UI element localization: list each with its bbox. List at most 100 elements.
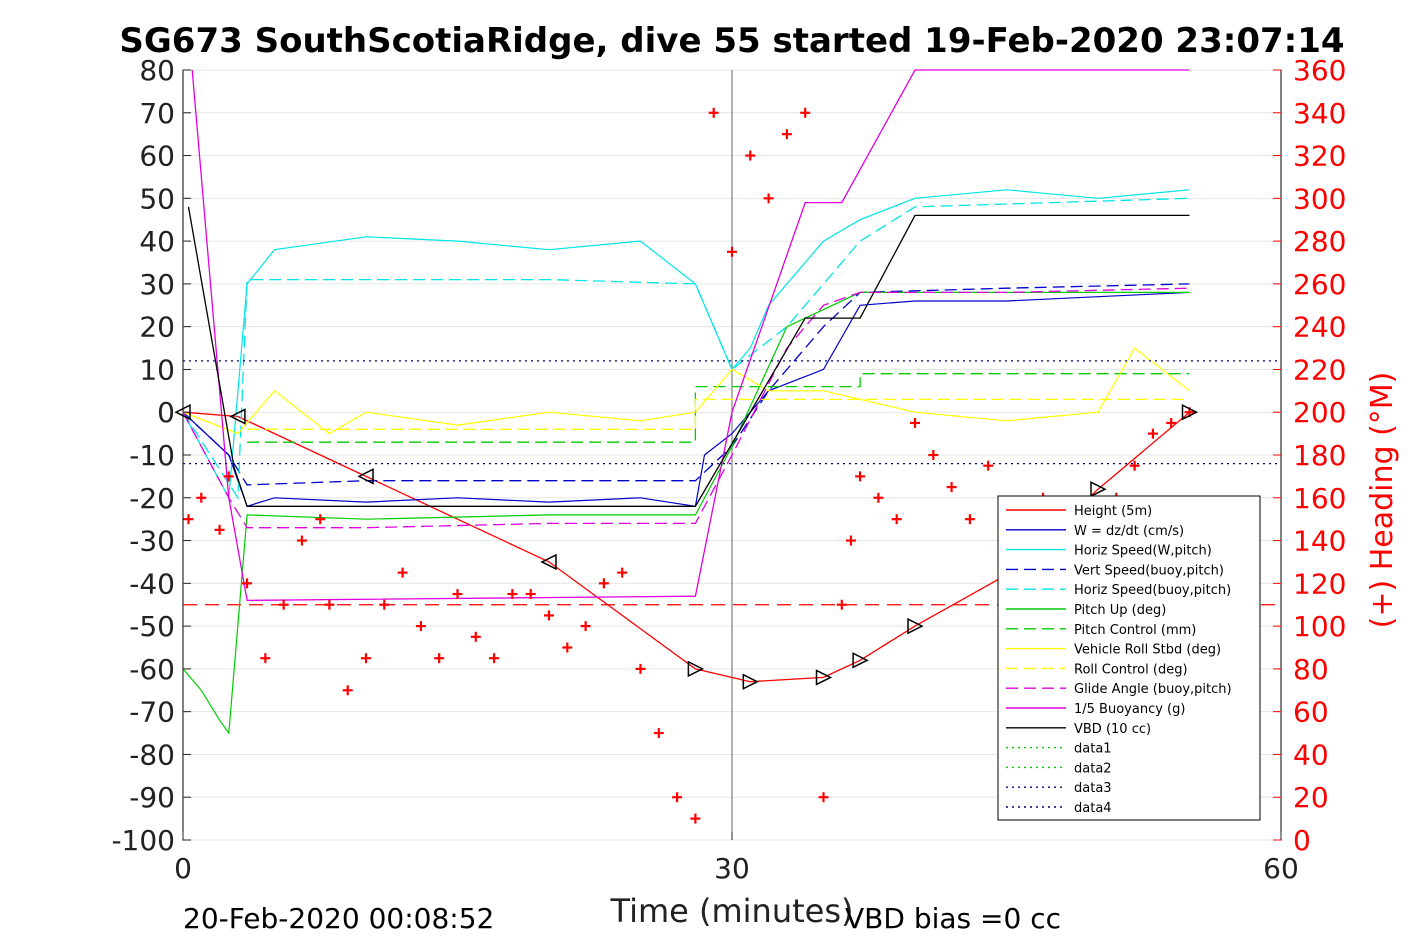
heading-point [452, 589, 463, 600]
heading-point [946, 482, 957, 493]
heading-point [315, 514, 326, 525]
heading-point [672, 792, 683, 803]
height-marker [1090, 481, 1107, 498]
tick-label-right: 280 [1293, 225, 1346, 258]
legend-label-buoy: 1/5 Buoyancy (g) [1074, 702, 1185, 717]
tick-label-left: 80 [139, 54, 175, 87]
legend-label-w: W = dz/dt (cm/s) [1074, 524, 1184, 539]
height-marker [540, 553, 557, 571]
legend-label-height: Height (5m) [1074, 504, 1152, 519]
heading-point [690, 813, 701, 824]
height-marker [357, 468, 374, 485]
x-axis: 0 30 60 [174, 832, 1299, 885]
legend-label-glide: Glide Angle (buoy,pitch) [1074, 682, 1232, 697]
legend-label-roll_ctrl: Roll Control (deg) [1074, 662, 1188, 677]
tick-label-left: -100 [111, 824, 175, 857]
tick-label-right: 180 [1293, 439, 1346, 472]
tick-label-right: 240 [1293, 311, 1346, 344]
height-marker [852, 652, 869, 669]
tick-label-right: 260 [1293, 268, 1346, 301]
heading-point [489, 653, 500, 664]
tick-label-x: 0 [174, 852, 192, 885]
heading-point [260, 653, 271, 664]
tick-label-left: 70 [139, 97, 175, 130]
tick-label-right: 140 [1293, 525, 1346, 558]
heading-point [964, 514, 975, 525]
tick-label-left: -50 [129, 610, 175, 643]
legend-label-data2: data2 [1074, 761, 1112, 776]
heading-point [745, 150, 756, 161]
footer-timestamp: 20-Feb-2020 00:08:52 [183, 902, 494, 935]
heading-point [818, 792, 829, 803]
legend-label-data4: data4 [1074, 801, 1112, 816]
tick-label-right: 60 [1293, 696, 1329, 729]
heading-point [1166, 417, 1177, 428]
tick-label-left: 20 [139, 311, 175, 344]
tick-label-left: 50 [139, 182, 175, 215]
heading-point [836, 599, 847, 610]
heading-point [196, 492, 207, 503]
heading-point [580, 621, 591, 632]
legend-label-pitch: Pitch Up (deg) [1074, 603, 1166, 618]
height-marker [1181, 404, 1199, 421]
tick-label-right: 360 [1293, 54, 1346, 87]
tick-label-x: 60 [1263, 852, 1299, 885]
heading-point [324, 599, 335, 610]
height-marker [742, 673, 759, 690]
tick-label-x: 30 [714, 852, 750, 885]
tick-label-left: -90 [129, 781, 175, 814]
series-line-horiz_buoy [182, 197, 1190, 500]
series-line-glide [182, 287, 1190, 529]
tick-label-right: 0 [1293, 824, 1311, 857]
tick-label-right: 220 [1293, 353, 1346, 386]
legend-label-vbd: VBD (10 cc) [1074, 722, 1151, 737]
tick-label-right: 300 [1293, 182, 1346, 215]
heading-point [507, 589, 518, 600]
series-line-w [182, 291, 1190, 508]
legend-label-pitch_ctrl: Pitch Control (mm) [1074, 623, 1196, 638]
legend-label-data3: data3 [1074, 781, 1112, 796]
heading-point [910, 417, 920, 428]
tick-label-left: -70 [129, 696, 175, 729]
legend-label-roll: Vehicle Roll Stbd (deg) [1074, 643, 1221, 658]
heading-point [242, 578, 253, 589]
heading-point [525, 589, 536, 600]
heading-point [296, 535, 307, 546]
tick-label-left: 40 [139, 225, 175, 258]
heading-point [598, 578, 609, 589]
heading-point [361, 653, 371, 664]
tick-label-left: -60 [129, 653, 175, 686]
tick-label-left: 10 [139, 353, 175, 386]
series-line-buoy [191, 69, 1190, 602]
heading-point [1147, 428, 1158, 439]
heading-point [845, 535, 856, 546]
x-axis-label: Time (minutes) [610, 892, 854, 930]
heading-point [855, 471, 866, 482]
tick-label-left: -20 [129, 482, 175, 515]
tick-label-left: 0 [157, 396, 175, 429]
heading-point [1129, 460, 1140, 471]
heading-point [928, 450, 939, 460]
heading-point [434, 653, 445, 664]
heading-point [470, 631, 481, 642]
heading-point [781, 129, 792, 140]
legend-label-data1: data1 [1074, 742, 1112, 757]
heading-point [562, 642, 573, 653]
heading-point [708, 107, 719, 118]
tick-label-right: 160 [1293, 482, 1346, 515]
tick-label-right: 120 [1293, 567, 1346, 600]
chart-title: SG673 SouthScotiaRidge, dive 55 started … [119, 21, 1344, 61]
series-line-pitch_ctrl [247, 373, 1190, 443]
footer-vbd-bias: VBD bias =0 cc [845, 902, 1061, 935]
legend-label-horiz_buoy: Horiz Speed(buoy,pitch) [1074, 583, 1231, 598]
y2-axis-label: (+) Heading (°M) [1365, 372, 1400, 629]
heading-point [983, 460, 994, 471]
tick-label-right: 200 [1293, 396, 1346, 429]
heading-point [800, 107, 811, 118]
legend-label-vert_buoy: Vert Speed(buoy,pitch) [1074, 563, 1224, 578]
height-marker [907, 617, 924, 635]
heading-point [763, 193, 774, 204]
tick-label-right: 340 [1293, 97, 1346, 130]
heading-point [214, 524, 225, 535]
tick-label-right: 40 [1293, 738, 1329, 771]
